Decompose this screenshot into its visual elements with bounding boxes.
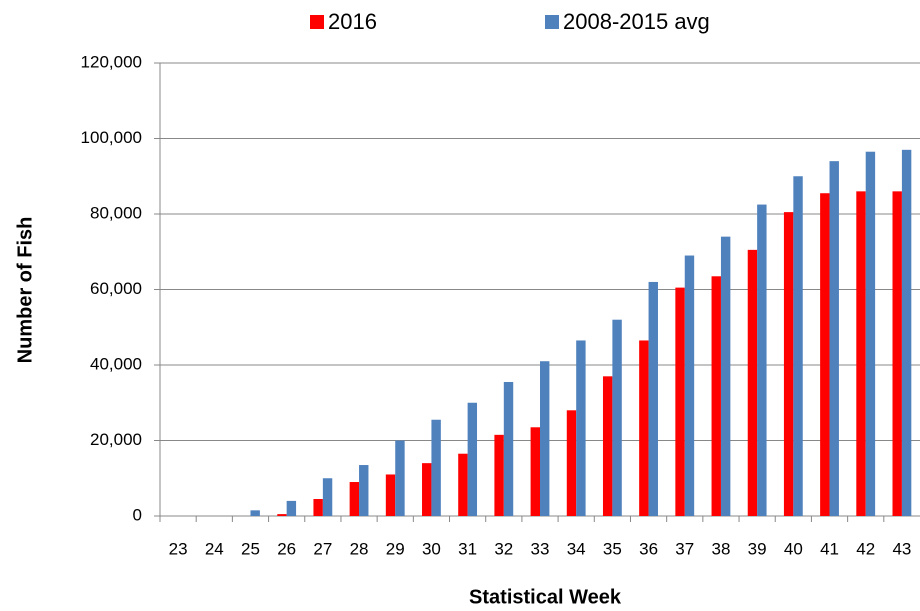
bar — [829, 161, 839, 516]
x-tick-label: 39 — [748, 539, 767, 558]
x-tick-label: 25 — [241, 539, 260, 558]
bar — [820, 193, 830, 517]
y-tick-label: 60,000 — [90, 279, 142, 298]
bar — [711, 276, 721, 516]
x-axis-label: Statistical Week — [469, 586, 622, 608]
bar — [639, 340, 649, 516]
bar — [431, 419, 441, 516]
y-tick-label: 100,000 — [81, 128, 142, 147]
bar — [684, 255, 695, 516]
bar — [901, 149, 912, 516]
x-tick-label: 34 — [567, 539, 586, 558]
x-tick-label: 41 — [820, 539, 839, 558]
bar — [793, 176, 803, 516]
bar — [612, 319, 622, 516]
bar — [503, 381, 514, 516]
bar — [250, 510, 260, 516]
x-tick-label: 29 — [386, 539, 405, 558]
bar — [540, 361, 550, 516]
bar — [277, 514, 287, 516]
legend-swatch — [310, 15, 324, 29]
bar — [349, 482, 360, 516]
bar — [720, 236, 731, 516]
bar — [322, 478, 333, 516]
bar — [675, 287, 685, 516]
bar — [747, 249, 758, 517]
x-tick-label: 31 — [458, 539, 477, 558]
bar — [467, 402, 478, 516]
bar — [286, 500, 297, 516]
bar — [865, 151, 876, 516]
x-tick-label: 36 — [639, 539, 658, 558]
x-tick-label: 28 — [350, 539, 369, 558]
bar — [576, 340, 586, 516]
bar — [566, 410, 577, 516]
y-tick-label: 40,000 — [90, 354, 142, 373]
bar — [856, 191, 866, 516]
x-tick-label: 26 — [277, 539, 296, 558]
bar — [385, 474, 396, 516]
bar — [757, 204, 767, 516]
x-tick-label: 33 — [531, 539, 550, 558]
x-tick-label: 32 — [494, 539, 513, 558]
x-tick-label: 42 — [856, 539, 875, 558]
bar — [530, 427, 540, 516]
bar — [892, 191, 902, 516]
bar — [422, 463, 432, 516]
x-tick-label: 30 — [422, 539, 441, 558]
bar — [395, 440, 405, 516]
y-axis-label: Number of Fish — [14, 217, 36, 364]
x-tick-label: 37 — [675, 539, 694, 558]
x-tick-label: 38 — [711, 539, 730, 558]
bar — [494, 434, 504, 516]
legend-label: 2008-2015 avg — [563, 9, 710, 34]
y-tick-label: 0 — [133, 505, 142, 524]
x-tick-label: 43 — [892, 539, 911, 558]
bar — [783, 212, 794, 517]
bar — [602, 376, 613, 516]
x-tick-label: 40 — [784, 539, 803, 558]
x-tick-label: 23 — [169, 539, 188, 558]
legend-swatch — [545, 15, 559, 29]
legend-label: 2016 — [328, 9, 377, 34]
x-tick-label: 27 — [313, 539, 332, 558]
x-tick-label: 24 — [205, 539, 224, 558]
bar — [458, 453, 468, 516]
y-tick-label: 20,000 — [90, 430, 142, 449]
x-tick-label: 35 — [603, 539, 622, 558]
y-tick-label: 80,000 — [90, 203, 142, 222]
bar — [648, 281, 658, 516]
y-tick-label: 120,000 — [81, 52, 142, 71]
bar — [359, 465, 369, 516]
bar — [313, 499, 323, 516]
